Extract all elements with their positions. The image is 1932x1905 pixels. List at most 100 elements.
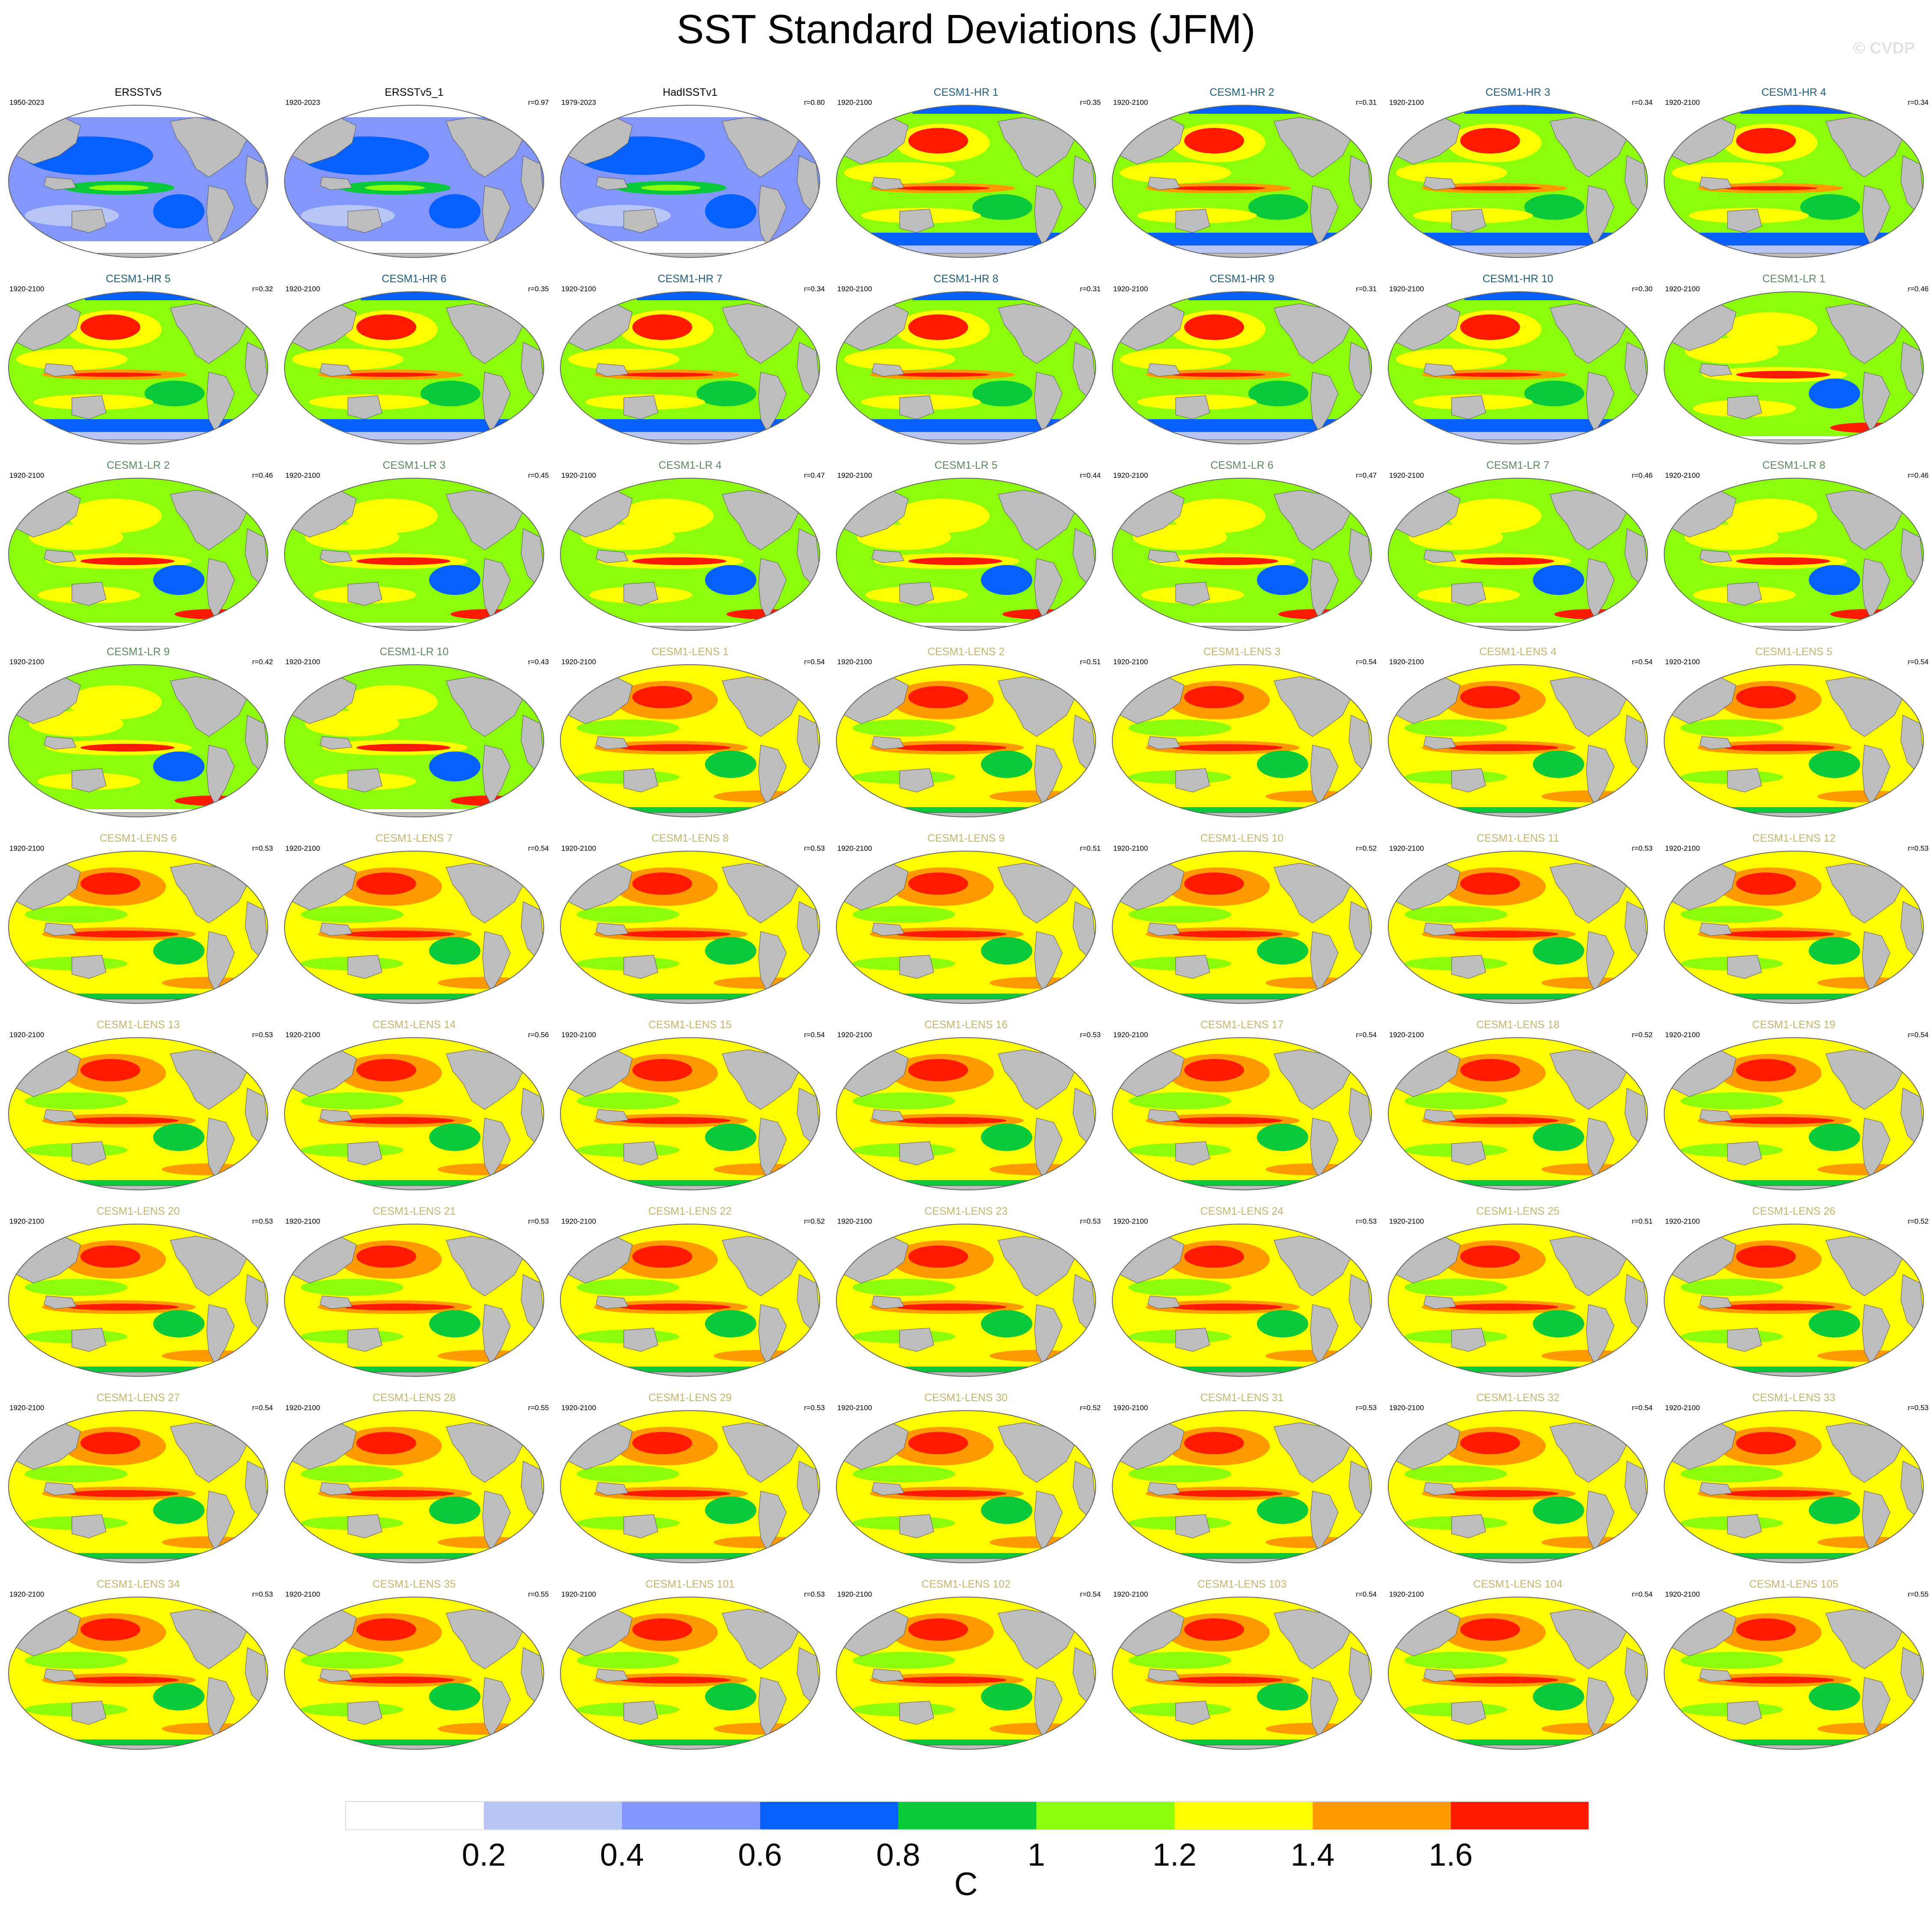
sst-contour-region [1723, 186, 1817, 190]
panel-period: 1920-2100 [1389, 98, 1424, 106]
land-mask [206, 185, 235, 246]
land-mask [1862, 745, 1891, 806]
panel-period: 1920-2100 [1665, 1590, 1700, 1598]
land-mask [596, 177, 628, 190]
land-mask [1699, 177, 1732, 190]
land-mask [44, 1296, 77, 1309]
map-panel: CESM1-LR 7 1920-2100 r=0.46 [1383, 459, 1653, 634]
panel-correlation: r=0.52 [1908, 1217, 1929, 1225]
land-mask [482, 372, 511, 433]
land-mask [1586, 1491, 1615, 1552]
sst-contour-region [1171, 186, 1265, 190]
land-mask [44, 1109, 77, 1123]
sst-map [1112, 291, 1372, 444]
sst-contour-region [844, 162, 955, 183]
sst-contour-region [1736, 371, 1830, 379]
land-mask [1147, 363, 1180, 377]
sst-contour-region [1447, 499, 1541, 533]
land-mask [1586, 931, 1615, 992]
map-panel: CESM1-LR 9 1920-2100 r=0.42 [3, 645, 273, 820]
sst-contour-region [577, 1092, 679, 1109]
land-mask [1034, 1304, 1063, 1365]
panel-title: CESM1-LENS 21 [372, 1205, 456, 1217]
land-mask [1147, 1668, 1180, 1682]
sst-contour-region [153, 1124, 204, 1151]
sst-contour-region [1460, 128, 1520, 154]
panel-period: 1920-2100 [1113, 1590, 1148, 1598]
land-mask [1862, 558, 1891, 619]
sst-map [8, 291, 268, 444]
sst-contour-region [1809, 751, 1860, 778]
panel-title: CESM1-HR 6 [382, 273, 447, 285]
map-panel: CESM1-LENS 103 1920-2100 r=0.54 [1107, 1577, 1377, 1753]
sst-contour-region [1171, 1304, 1283, 1310]
map-outline [1112, 1410, 1372, 1563]
map-outline [1664, 664, 1924, 817]
sst-contour-region [80, 557, 175, 565]
map-panel: CESM1-LENS 6 1920-2100 r=0.53 [3, 831, 273, 1007]
panel-title: CESM1-LENS 19 [1752, 1019, 1836, 1031]
panel-correlation: r=0.32 [252, 285, 273, 293]
panel-period: 1920-2100 [561, 285, 596, 293]
sst-contour-region [1524, 194, 1584, 220]
sst-contour-region [9, 105, 268, 117]
sst-contour-region [577, 1465, 679, 1482]
sst-contour-region [1396, 349, 1507, 370]
panel-period: 1920-2100 [1665, 471, 1700, 479]
sst-map [560, 664, 820, 817]
sst-contour-region [68, 1677, 179, 1683]
sst-contour-region [68, 499, 162, 533]
sst-contour-region [1447, 186, 1541, 190]
sst-contour-region [284, 105, 544, 117]
map-panel: CESM1-LR 1 1920-2100 r=0.46 [1659, 272, 1929, 447]
panel-title: CESM1-LENS 9 [927, 832, 1005, 844]
sst-contour-region [853, 1279, 955, 1296]
map-outline [560, 1037, 820, 1190]
panel-correlation: r=0.34 [1632, 98, 1653, 106]
sst-contour-region [705, 1497, 756, 1524]
land-mask [1727, 1514, 1762, 1538]
map-outline [8, 1037, 268, 1190]
panel-title: CESM1-HR 10 [1482, 273, 1553, 285]
map-panel: CESM1-LENS 12 1920-2100 r=0.53 [1659, 831, 1929, 1007]
map-panel: CESM1-LENS 30 1920-2100 r=0.52 [831, 1391, 1101, 1566]
panel-correlation: r=0.53 [1356, 1217, 1377, 1225]
panel-period: 1920-2100 [1113, 1217, 1148, 1225]
map-panel: CESM1-LENS 5 1920-2100 r=0.54 [1659, 645, 1929, 820]
sst-map [1112, 851, 1372, 1004]
sst-contour-region [1129, 1092, 1231, 1109]
sst-contour-region [1184, 1432, 1244, 1454]
land-mask [1175, 395, 1210, 420]
sst-contour-region [1736, 1618, 1796, 1641]
panel-title: CESM1-LENS 2 [927, 646, 1005, 658]
sst-contour-region [619, 744, 731, 751]
sst-contour-region [895, 186, 990, 190]
sst-contour-region [1672, 162, 1783, 183]
sst-map [836, 664, 1096, 817]
sst-contour-region [429, 565, 480, 595]
land-mask [482, 558, 511, 619]
land-mask [1175, 209, 1210, 233]
sst-contour-region [619, 931, 731, 938]
land-mask [1727, 955, 1762, 979]
sst-map [1664, 1037, 1924, 1190]
map-panel: CESM1-LENS 23 1920-2100 r=0.53 [831, 1204, 1101, 1380]
land-mask [206, 372, 235, 433]
land-mask [320, 363, 353, 377]
panel-title: HadISSTv1 [663, 86, 717, 98]
sst-map [560, 1224, 820, 1377]
watermark: © CVDP [1853, 39, 1915, 57]
land-mask [1451, 1328, 1486, 1352]
land-mask [623, 768, 658, 793]
panel-title: ERSSTv5_1 [385, 86, 444, 98]
land-mask [71, 1141, 107, 1165]
land-mask [1586, 372, 1615, 433]
sst-map [560, 1037, 820, 1190]
land-mask [482, 185, 511, 246]
sst-contour-region [853, 1092, 955, 1109]
panel-period: 1920-2100 [837, 658, 872, 666]
land-mask [1451, 1514, 1486, 1538]
sst-contour-region [80, 314, 140, 340]
map-panel: CESM1-HR 5 1920-2100 r=0.32 [3, 272, 273, 447]
map-outline [1664, 478, 1924, 631]
